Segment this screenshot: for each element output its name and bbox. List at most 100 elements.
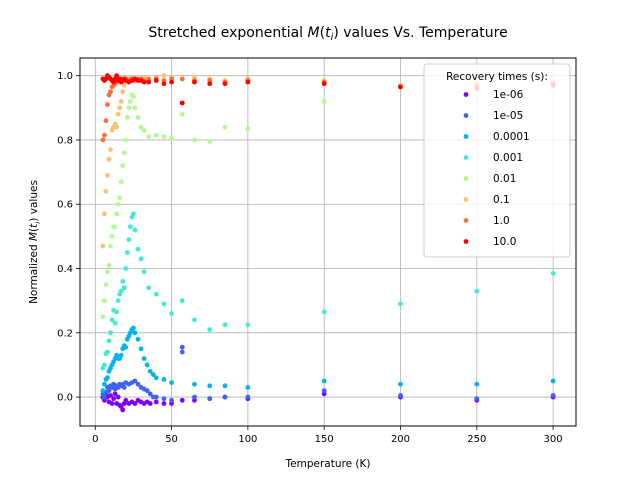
data-point — [114, 73, 120, 79]
data-point — [398, 84, 403, 90]
series-0.0001 — [100, 325, 556, 394]
data-points — [100, 73, 556, 413]
data-point — [114, 211, 120, 217]
data-point — [169, 135, 174, 141]
legend-entry: 0.01 — [463, 173, 516, 185]
legend-marker — [463, 92, 469, 97]
data-point — [121, 385, 127, 390]
data-point — [127, 98, 133, 104]
data-point — [132, 105, 138, 111]
legend-title: Recovery times (s): — [446, 71, 548, 83]
data-point — [222, 383, 228, 389]
data-point — [169, 397, 174, 403]
data-point — [141, 356, 147, 361]
data-point — [150, 372, 156, 377]
data-point — [179, 100, 185, 106]
legend-entry: 0.0001 — [463, 131, 530, 143]
data-point — [146, 79, 152, 85]
data-point — [105, 349, 110, 355]
data-point — [161, 396, 167, 402]
data-point — [105, 102, 110, 107]
data-point — [321, 378, 327, 384]
data-point — [321, 98, 327, 104]
data-point — [192, 394, 197, 400]
legend-marker — [463, 176, 469, 181]
data-point — [153, 399, 159, 405]
data-point — [169, 380, 174, 386]
data-point — [132, 378, 138, 384]
data-point — [550, 393, 556, 398]
data-point — [169, 79, 174, 85]
x-axis-ticks: 0 50 100 150 200 250 300 — [92, 426, 563, 445]
data-point — [123, 266, 129, 271]
y-tick-label: 0.6 — [57, 200, 73, 211]
legend-entry: 1e-06 — [463, 89, 524, 101]
data-point — [321, 388, 327, 394]
data-point — [123, 344, 129, 350]
legend-label: 0.01 — [493, 173, 516, 185]
legend-label: 1.0 — [493, 215, 510, 227]
data-point — [103, 118, 109, 124]
data-point — [161, 377, 167, 382]
data-point — [121, 285, 127, 291]
data-point — [161, 73, 167, 79]
data-point — [109, 233, 115, 239]
data-point — [179, 344, 185, 350]
data-point — [115, 111, 121, 117]
data-point — [100, 137, 106, 143]
legend-label: 1e-05 — [493, 110, 523, 122]
x-tick-label: 200 — [391, 434, 410, 445]
y-tick-label: 0.8 — [57, 135, 73, 146]
plot-frame — [79, 57, 577, 427]
data-point — [179, 76, 185, 82]
data-point — [118, 98, 124, 104]
data-point — [117, 105, 123, 111]
data-point — [120, 407, 126, 413]
legend-marker — [463, 239, 469, 244]
data-point — [111, 396, 116, 402]
data-point — [192, 79, 197, 85]
data-point — [222, 394, 228, 400]
data-point — [321, 81, 327, 87]
legend-label: 1e-06 — [493, 89, 524, 101]
data-point — [147, 368, 153, 374]
data-point — [131, 211, 136, 217]
data-point — [192, 137, 197, 143]
legend-marker — [463, 134, 469, 139]
data-point — [153, 291, 159, 297]
data-point — [120, 89, 126, 95]
data-point — [153, 375, 159, 381]
data-point — [108, 330, 113, 336]
data-point — [179, 298, 185, 304]
legend-marker — [463, 155, 469, 160]
data-point — [108, 147, 113, 153]
data-point — [135, 381, 141, 387]
data-point — [117, 195, 123, 201]
legend-marker — [463, 113, 469, 118]
data-point — [105, 172, 110, 178]
data-point — [207, 139, 213, 144]
data-point — [153, 78, 159, 83]
data-point — [112, 391, 118, 397]
data-point — [153, 132, 159, 138]
data-point — [132, 227, 138, 233]
data-point — [102, 381, 107, 387]
data-point — [146, 134, 152, 140]
data-point — [103, 188, 109, 194]
legend-label: 0.001 — [493, 152, 523, 164]
data-point — [222, 124, 228, 130]
legend-entry: 1.0 — [463, 215, 510, 227]
data-point — [207, 81, 213, 87]
data-point — [124, 115, 130, 120]
data-point — [146, 285, 152, 291]
data-point — [245, 385, 251, 390]
data-point — [100, 243, 106, 249]
data-point — [109, 401, 115, 406]
y-tick-label: 0.0 — [57, 393, 73, 404]
data-point — [192, 317, 197, 323]
series-1e-05 — [100, 344, 556, 403]
data-point — [161, 401, 167, 406]
x-tick-label: 300 — [544, 434, 563, 445]
data-point — [474, 396, 480, 402]
data-point — [115, 298, 121, 304]
